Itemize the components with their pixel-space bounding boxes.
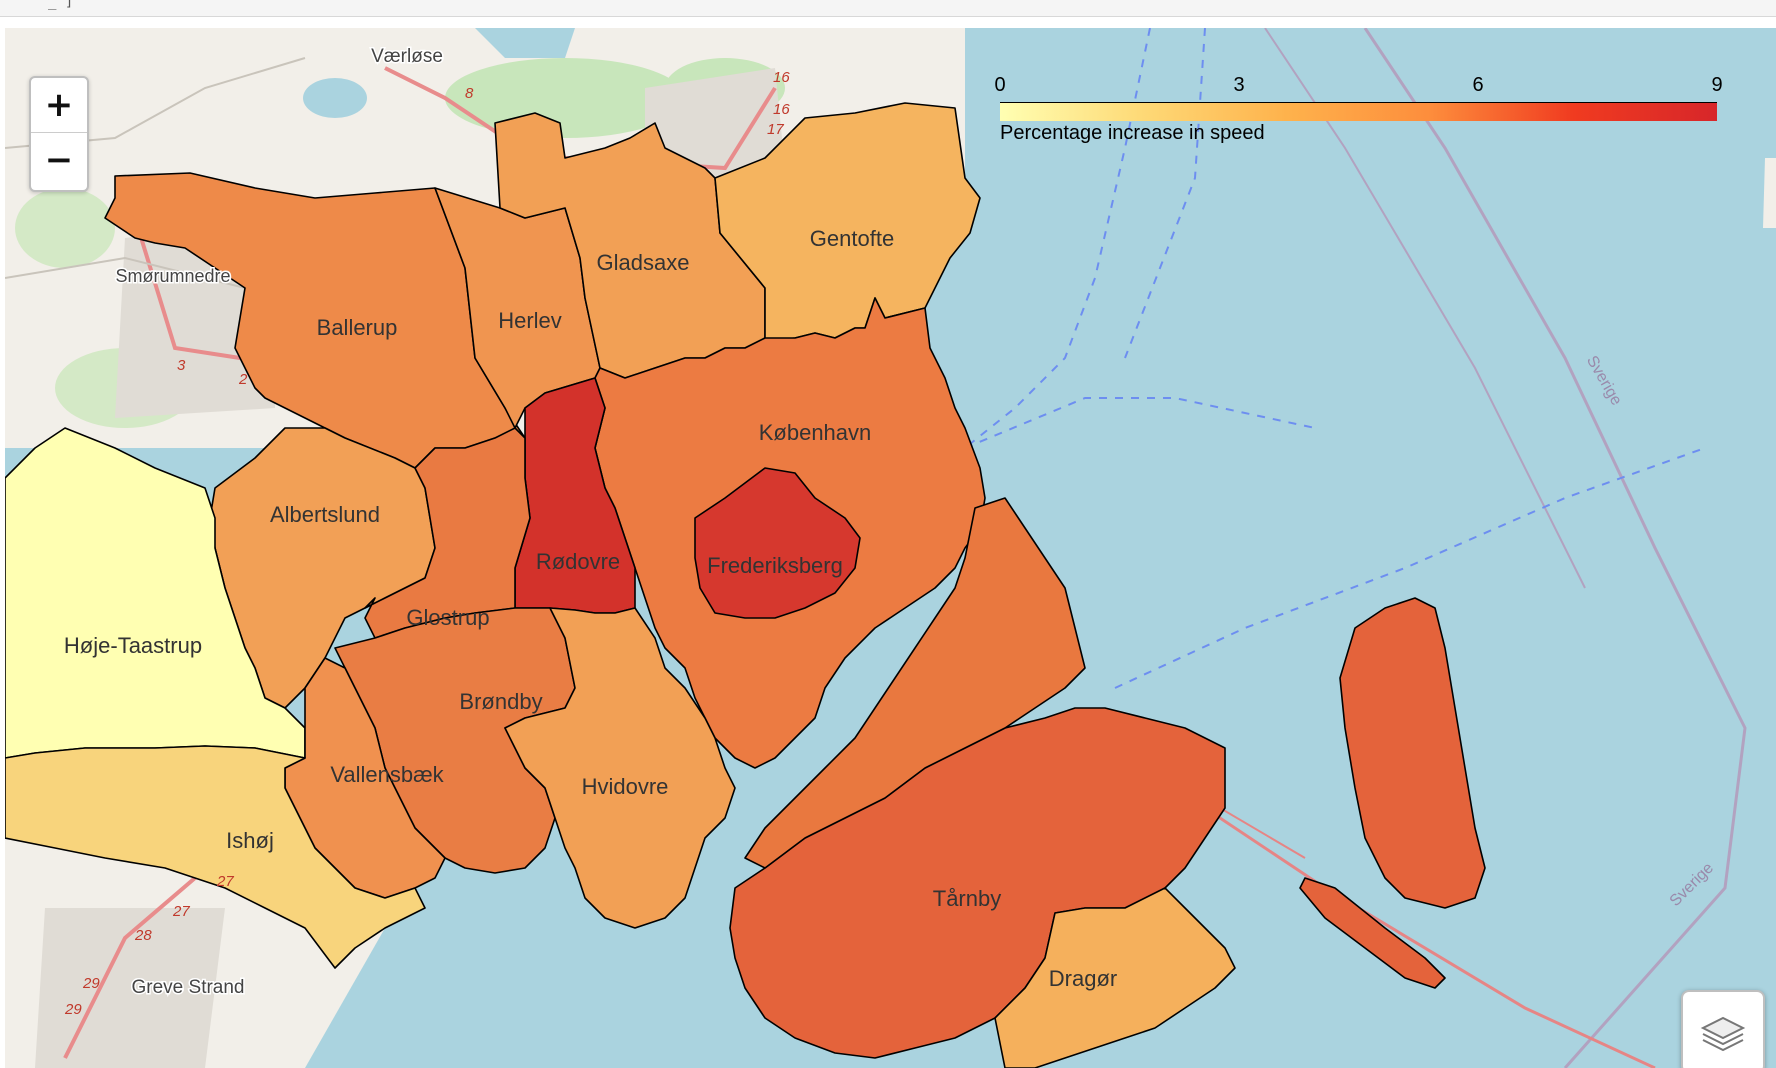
region-ishoj[interactable]	[5, 745, 426, 969]
region-label: Ishøj	[226, 828, 274, 853]
place-label-smorumnedre: Smørumnedre	[115, 266, 230, 286]
toolbar-glyph: _ ]	[48, 0, 74, 10]
road-number-label: 3	[177, 357, 186, 374]
border-line	[1264, 28, 1586, 589]
shipping-lane	[964, 28, 1151, 449]
region-label: Hvidovre	[582, 774, 669, 799]
lake	[303, 78, 367, 118]
map-canvas[interactable]: Ballerup Herlev Gladsaxe Gentofte København F…	[5, 28, 1776, 1068]
layers-icon	[1700, 1016, 1746, 1052]
road-number-label: 17	[767, 121, 784, 138]
region-label: Gentofte	[810, 226, 894, 251]
zoom-out-button[interactable]: −	[44, 140, 74, 180]
legend-tick-label: 0	[994, 74, 1006, 96]
green-area	[445, 58, 685, 138]
map-container[interactable]: Ballerup Herlev Gladsaxe Gentofte København F…	[5, 28, 1776, 1068]
region-label: København	[759, 420, 872, 445]
bridge-road	[1144, 766, 1656, 1068]
place-label-sverige-2: Sverige	[1667, 860, 1717, 910]
legend-color-bar	[1000, 102, 1717, 121]
region-hvidovre[interactable]	[504, 607, 736, 929]
place-label-vaerlose: Værløse	[371, 46, 443, 67]
road-number-label: 27	[172, 903, 190, 920]
road-number-label: 2	[238, 371, 248, 388]
lake	[475, 28, 575, 58]
region-peberholm[interactable]	[1299, 877, 1446, 989]
green-area	[15, 188, 115, 268]
shipping-lane	[964, 397, 1316, 449]
road-number-label: 16	[773, 101, 790, 118]
land-ne-strip	[1763, 158, 1776, 228]
road-number-label: 8	[465, 85, 474, 102]
road-number-label: 28	[134, 927, 152, 944]
place-label-sverige-1: Sverige	[1583, 353, 1625, 409]
color-legend: 0 3 6 9 Percentage increase in speed	[990, 74, 1730, 154]
road-number-label: 29	[82, 975, 100, 992]
region-label: Tårnby	[933, 886, 1001, 911]
urban-area	[35, 908, 225, 1068]
legend-tick-label: 9	[1711, 74, 1723, 96]
zoom-in-button[interactable]: +	[31, 78, 87, 133]
region-label: Glostrup	[406, 605, 489, 630]
place-label-greve-strand: Greve Strand	[132, 977, 245, 998]
road-number-label: 29	[64, 1001, 82, 1018]
region-label: Høje-Taastrup	[64, 633, 202, 658]
region-saltholm[interactable]	[1339, 597, 1486, 909]
zoom-control: + −	[29, 76, 89, 192]
region-dragor[interactable]	[994, 887, 1236, 1068]
region-label: Frederiksberg	[707, 553, 843, 578]
legend-tick-label: 6	[1472, 74, 1484, 96]
top-toolbar: _ ]	[0, 0, 1776, 17]
border-line	[1363, 28, 1747, 1068]
region-label: Ballerup	[317, 315, 398, 340]
road-number-label: 27	[216, 873, 234, 890]
region-frederiksberg[interactable]	[694, 467, 861, 619]
region-label: Gladsaxe	[597, 250, 690, 275]
region-label: Dragør	[1049, 966, 1117, 991]
road-number-label: 16	[773, 69, 790, 86]
region-label: Albertslund	[270, 502, 380, 527]
region-kobenhavn-amager[interactable]	[744, 497, 1086, 869]
layers-toggle-button[interactable]	[1681, 990, 1765, 1068]
region-label: Herlev	[498, 308, 562, 333]
region-label: Brøndby	[459, 689, 542, 714]
region-label: Rødovre	[536, 549, 620, 574]
legend-caption: Percentage increase in speed	[1000, 122, 1265, 144]
region-label: Vallensbæk	[330, 762, 444, 787]
shipping-lane	[1124, 28, 1206, 359]
legend-tick-label: 3	[1233, 74, 1245, 96]
road	[5, 256, 246, 289]
